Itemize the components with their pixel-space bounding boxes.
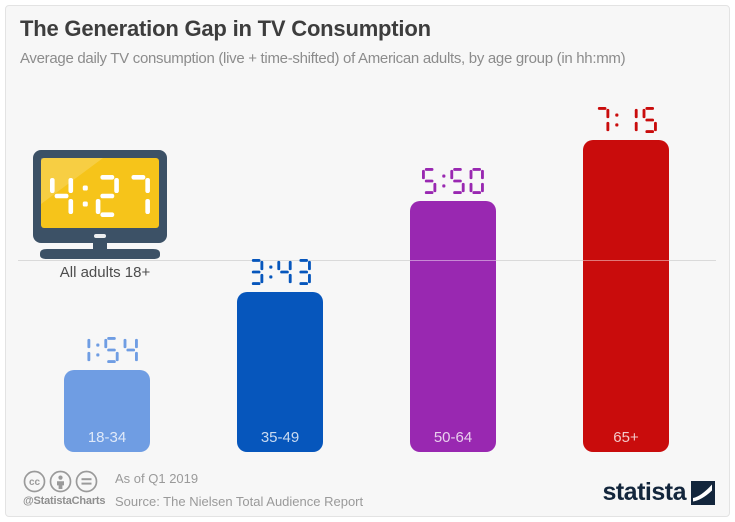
statista-logo: statista <box>602 478 715 507</box>
bar-category-label: 35-49 <box>260 429 300 446</box>
bar-value-7:15 <box>566 107 686 133</box>
bar-35-49: 35-49 <box>237 292 323 452</box>
svg-text:cc: cc <box>29 477 41 488</box>
statista-logo-text: statista <box>602 478 686 506</box>
statista-logo-mark <box>691 480 715 505</box>
bar-category-label: 50-64 <box>433 429 473 446</box>
reference-line-overlay <box>410 260 496 261</box>
statista-charts-handle: @StatistaCharts <box>23 495 106 507</box>
bar-50-64: 50-64 <box>410 201 496 452</box>
bar-value-3:43 <box>220 259 340 285</box>
reference-label: All adults 18+ <box>59 264 151 281</box>
reference-line <box>18 260 716 261</box>
license-icons: cc <box>23 470 98 493</box>
chart-subtitle: Average daily TV consumption (live + tim… <box>20 50 626 67</box>
bar-value-1:54 <box>47 337 167 363</box>
cc-icon: cc <box>23 470 46 493</box>
no-derivatives-icon <box>75 470 98 493</box>
reference-line-overlay <box>583 260 669 261</box>
bar-18-34: 18-34 <box>64 370 150 452</box>
bar-category-label: 18-34 <box>87 429 127 446</box>
bar-65+: 65+ <box>583 140 669 452</box>
bar-value-5:50 <box>393 168 513 194</box>
bar-category-label: 65+ <box>613 429 639 446</box>
attribution-icon <box>49 470 72 493</box>
tv-display-value <box>33 174 167 218</box>
source-text: Source: The Nielsen Total Audience Repor… <box>115 494 364 509</box>
as-of-text: As of Q1 2019 <box>115 471 199 486</box>
chart-title: The Generation Gap in TV Consumption <box>20 16 431 41</box>
